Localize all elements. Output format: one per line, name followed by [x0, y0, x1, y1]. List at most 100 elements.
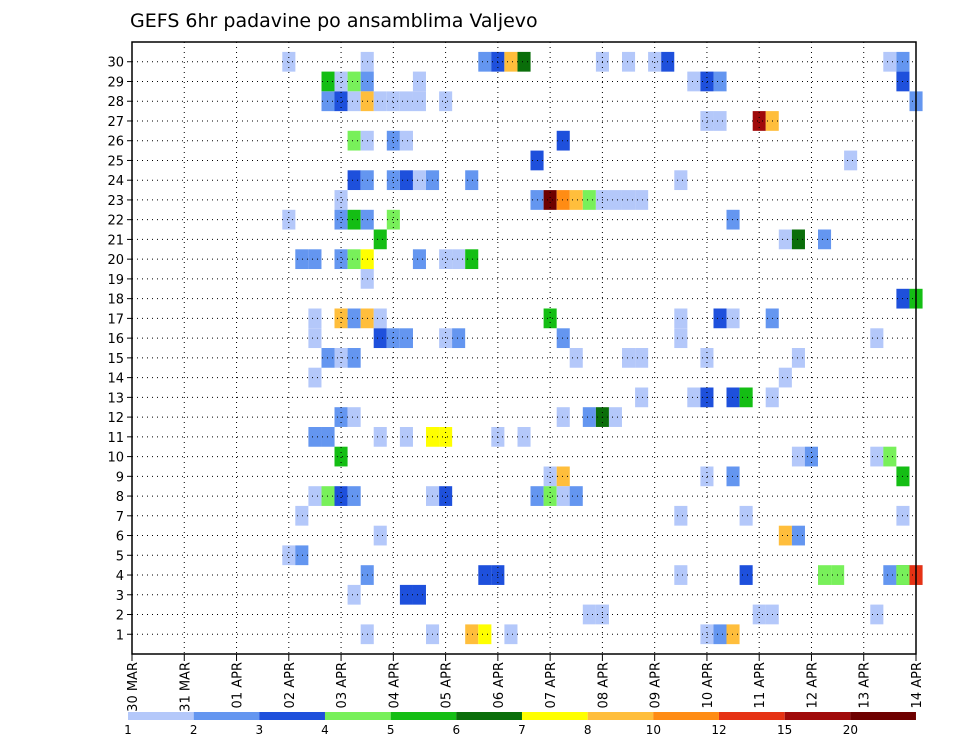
data-cell — [870, 328, 884, 349]
data-cell — [282, 51, 296, 72]
data-cell — [739, 505, 753, 526]
y-tick-label: 1 — [116, 628, 124, 643]
data-cell — [726, 209, 740, 230]
data-cell — [308, 328, 322, 349]
colorbar-label: 7 — [518, 723, 526, 737]
data-cell — [791, 446, 805, 467]
data-cell — [804, 446, 818, 467]
y-tick-label: 25 — [107, 154, 124, 169]
colorbar-label: 15 — [777, 723, 792, 737]
data-cell — [713, 111, 727, 131]
data-cell — [295, 545, 309, 566]
x-tick-label: 04 APR — [387, 662, 402, 708]
data-cell — [870, 446, 884, 467]
data-cell — [700, 111, 714, 131]
y-tick-label: 24 — [107, 174, 124, 189]
data-cell — [321, 71, 335, 92]
data-cell — [726, 466, 740, 487]
data-cell — [334, 190, 348, 210]
data-cell — [321, 486, 335, 506]
data-cell — [543, 190, 557, 210]
data-cell — [635, 190, 649, 210]
colorbar-swatch — [587, 712, 654, 720]
data-cell — [556, 130, 570, 151]
data-cell — [295, 505, 309, 526]
data-cell — [478, 624, 492, 645]
data-cell — [635, 348, 649, 368]
data-cell — [334, 91, 348, 112]
data-cell — [687, 387, 701, 408]
y-tick-label: 2 — [116, 609, 124, 624]
data-cell — [321, 427, 335, 447]
x-tick-label: 14 APR — [910, 662, 925, 708]
colorbar-swatch — [456, 712, 522, 720]
data-cell — [622, 348, 636, 368]
data-cell — [674, 308, 688, 329]
data-cell — [700, 71, 714, 92]
colorbar-swatch — [522, 712, 588, 720]
data-cell — [412, 91, 426, 112]
data-cells — [282, 51, 923, 645]
data-cell — [752, 111, 766, 131]
colorbar-label: 12 — [711, 723, 726, 737]
data-cell — [373, 229, 387, 250]
y-tick-label: 17 — [107, 312, 124, 327]
data-cell — [713, 308, 727, 329]
data-cell — [334, 249, 348, 270]
x-tick-label: 07 APR — [544, 662, 559, 708]
y-tick-label: 26 — [107, 135, 124, 150]
data-cell — [439, 328, 453, 349]
x-tick-label: 01 APR — [231, 662, 246, 708]
y-tick-label: 10 — [107, 451, 124, 466]
data-cell — [399, 91, 413, 112]
data-cell — [883, 565, 897, 585]
data-cell — [674, 170, 688, 191]
colorbar-swatch — [719, 712, 785, 720]
data-cell — [386, 130, 400, 151]
data-cell — [439, 91, 453, 112]
data-cell — [334, 71, 348, 92]
data-cell — [347, 71, 361, 92]
data-cell — [308, 427, 322, 447]
colorbar-swatch — [259, 712, 325, 720]
data-cell — [373, 525, 387, 546]
data-cell — [386, 91, 400, 112]
data-cell — [308, 367, 322, 388]
colorbar-swatch — [784, 712, 851, 720]
data-cell — [791, 229, 805, 250]
data-cell — [556, 407, 570, 427]
y-tick-label: 8 — [116, 490, 124, 505]
y-tick-label: 14 — [107, 372, 124, 387]
data-cell — [452, 249, 466, 270]
data-cell — [818, 229, 832, 250]
data-cell — [883, 51, 897, 72]
data-cell — [412, 584, 426, 605]
data-cell — [569, 486, 583, 506]
data-cell — [347, 407, 361, 427]
colorbar-label: 5 — [387, 723, 395, 737]
colorbar-swatch — [325, 712, 391, 720]
colorbar-label: 10 — [646, 723, 661, 737]
data-cell — [504, 51, 518, 72]
data-cell — [347, 348, 361, 368]
data-cell — [543, 308, 557, 329]
y-tick-label: 20 — [107, 253, 124, 268]
data-cell — [582, 190, 596, 210]
y-tick-label: 16 — [107, 332, 124, 347]
y-tick-label: 29 — [107, 75, 124, 90]
y-tick-label: 11 — [107, 431, 124, 446]
data-cell — [569, 190, 583, 210]
colorbar-label: 2 — [190, 723, 198, 737]
data-cell — [608, 407, 622, 427]
colorbar: 1 2 3 4 5 6 7 8 10 12 15 20 — [124, 712, 916, 737]
data-cell — [465, 249, 479, 270]
colorbar-label: 8 — [584, 723, 592, 737]
data-cell — [399, 328, 413, 349]
data-cell — [308, 249, 322, 270]
data-cell — [739, 565, 753, 585]
data-cell — [582, 407, 596, 427]
data-cell — [347, 308, 361, 329]
data-cell — [347, 209, 361, 230]
data-cell — [674, 565, 688, 585]
x-tick-label: 05 APR — [440, 662, 455, 708]
